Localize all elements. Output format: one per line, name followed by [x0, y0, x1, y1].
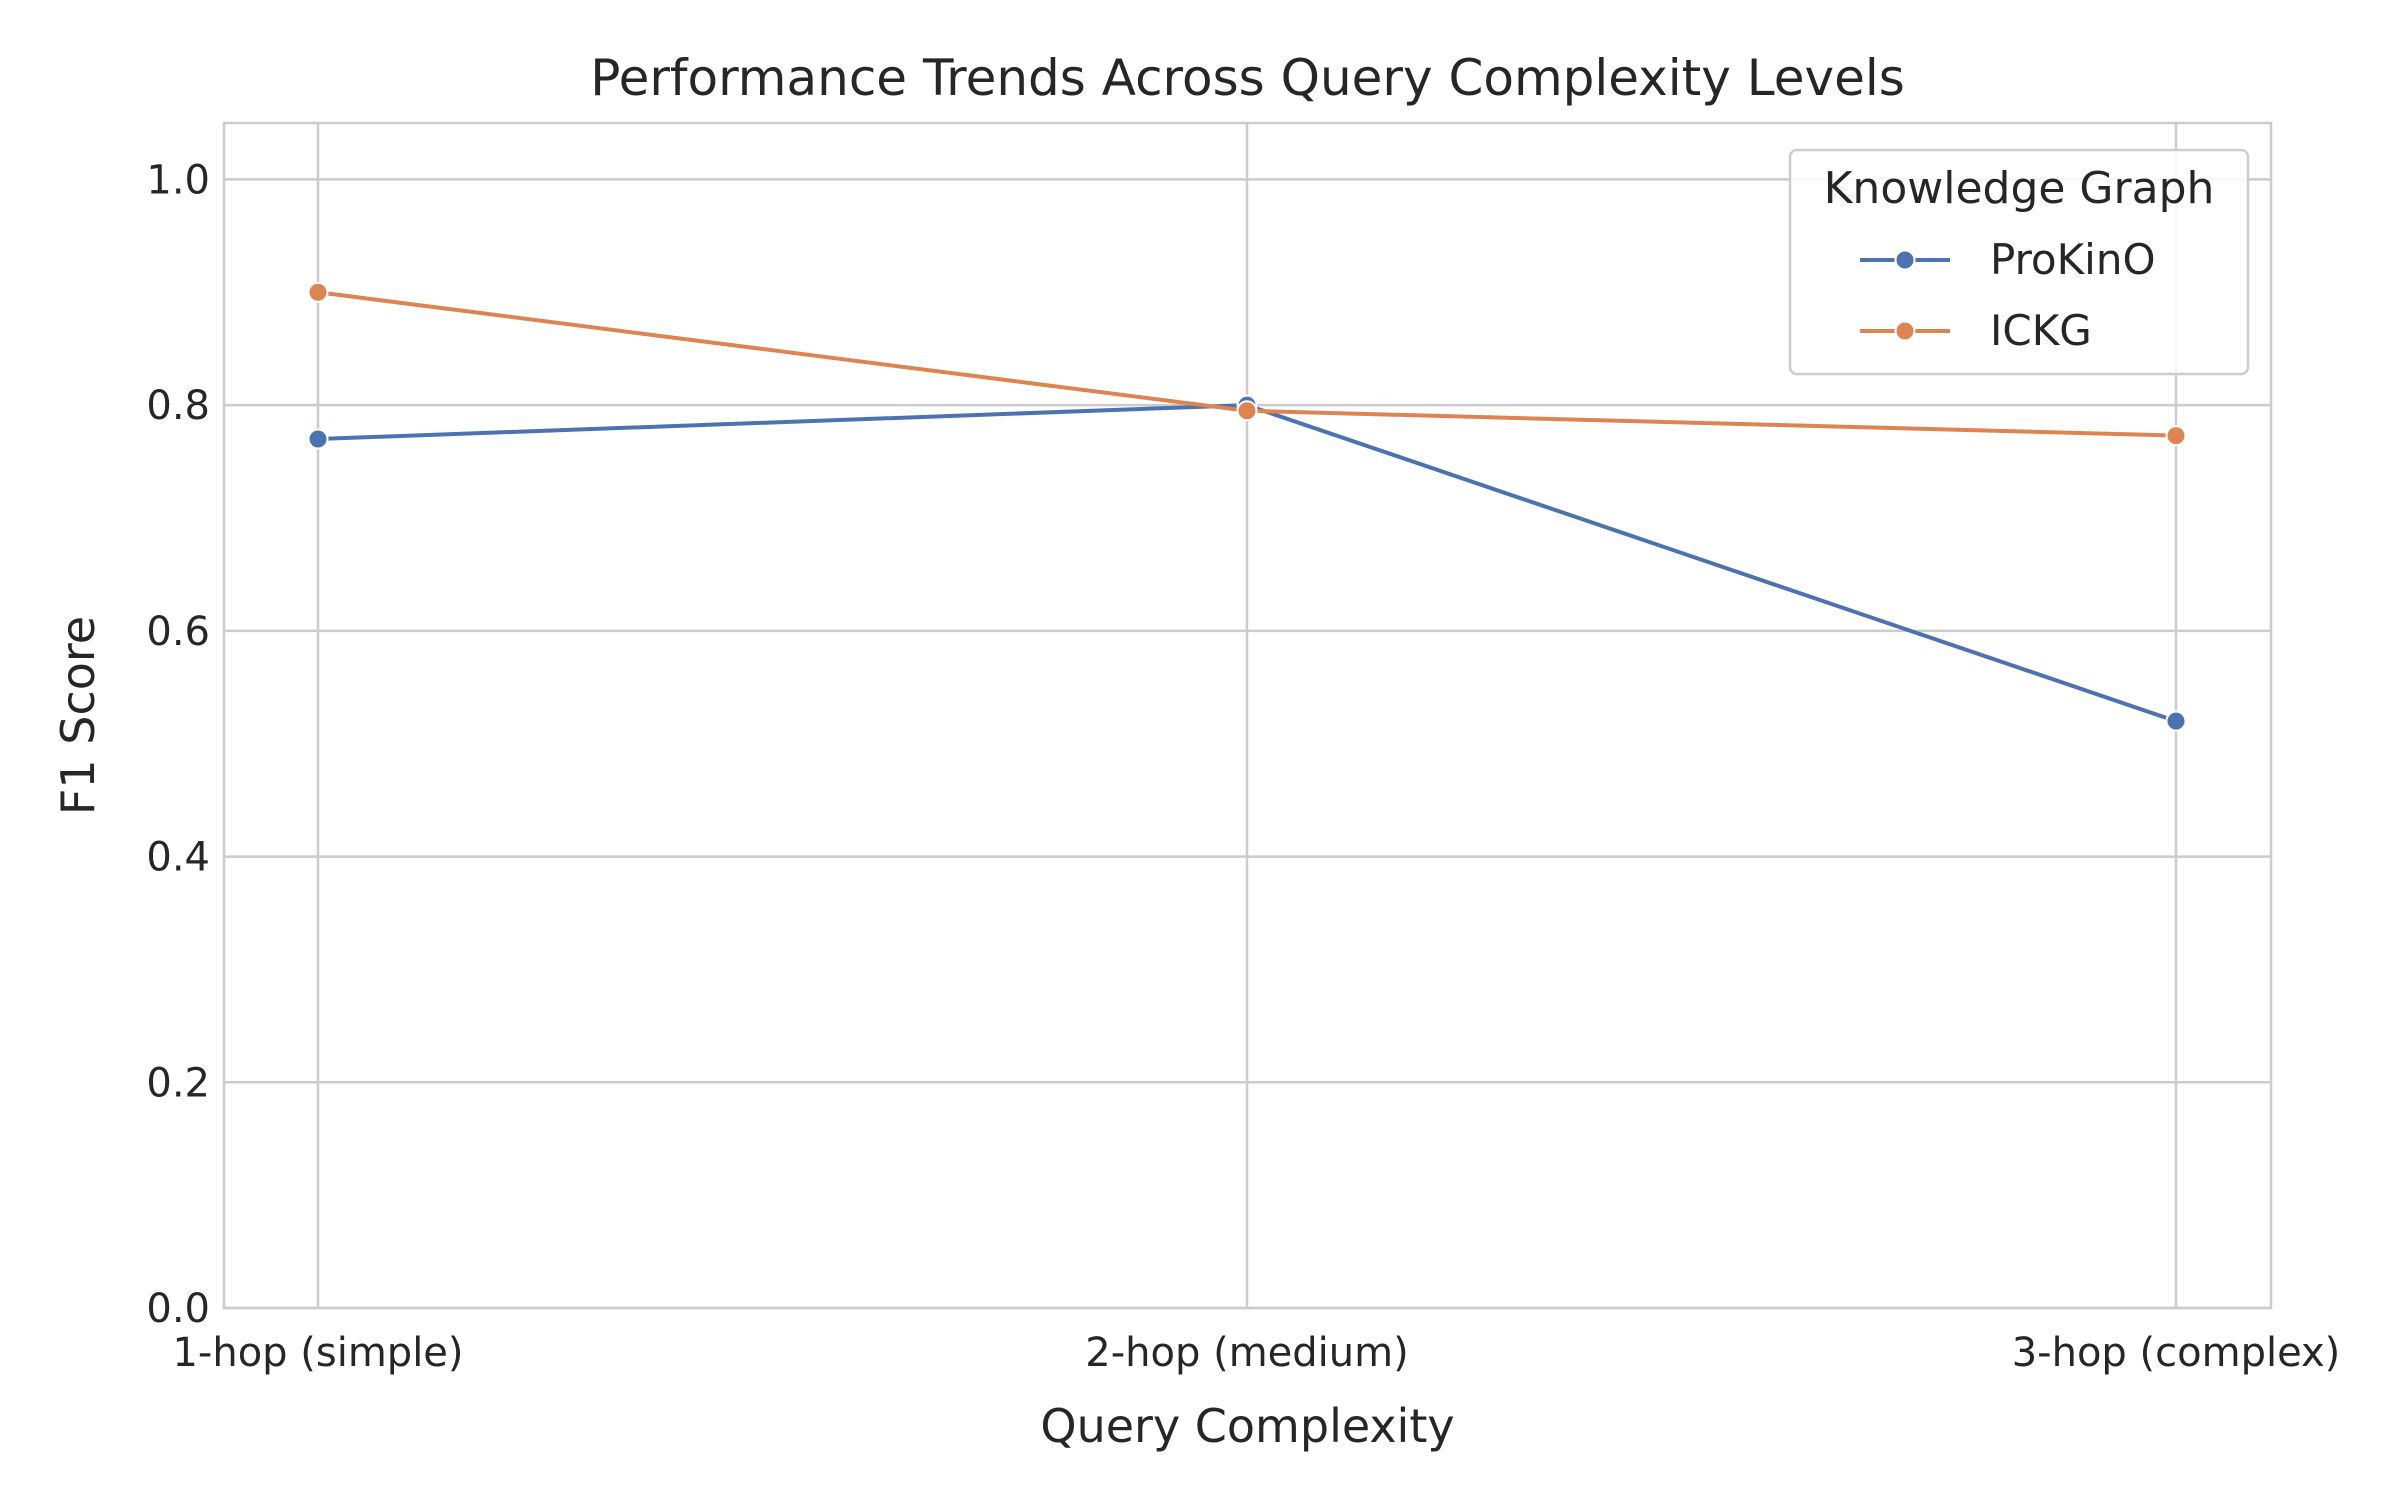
data-point	[2165, 425, 2187, 447]
y-tick-label: 0.0	[146, 1286, 210, 1332]
y-tick-label: 1.0	[146, 157, 210, 203]
series-ickg	[307, 281, 2187, 447]
data-point	[1236, 400, 1258, 422]
x-axis-ticks: 1-hop (simple) 2-hop (medium) 3-hop (compl…	[172, 1330, 2340, 1376]
legend-box	[1788, 148, 2250, 376]
x-tick-label: 2-hop (medium)	[1085, 1330, 1408, 1376]
legend-items: ProKinO ICKG	[1860, 235, 2156, 355]
plot-area-frame	[222, 121, 2273, 1310]
legend-title: Knowledge Graph	[1824, 163, 2215, 214]
y-axis-ticks: 0.0 0.2 0.4 0.6 0.8 1.0	[146, 157, 210, 1332]
legend: Knowledge Graph ProKinO ICKG	[1788, 148, 2250, 376]
series-lines	[307, 281, 2187, 732]
x-tick-label: 1-hop (simple)	[172, 1330, 463, 1376]
data-point	[307, 428, 329, 450]
legend-item-ickg: ICKG	[1860, 306, 2092, 355]
x-axis-label: Query Complexity	[1040, 1399, 1454, 1453]
chart-title: Performance Trends Across Query Complexi…	[590, 49, 1905, 107]
legend-label: ICKG	[1990, 306, 2092, 355]
legend-marker	[1894, 249, 1916, 271]
data-point	[2165, 710, 2187, 732]
data-point	[307, 281, 329, 303]
y-tick-label: 0.2	[146, 1060, 210, 1106]
legend-marker	[1894, 320, 1916, 342]
y-tick-label: 0.4	[146, 835, 210, 881]
legend-label: ProKinO	[1990, 235, 2156, 284]
y-axis-label: F1 Score	[51, 616, 105, 815]
x-tick-label: 3-hop (complex)	[2012, 1330, 2341, 1376]
y-tick-label: 0.8	[146, 383, 210, 429]
y-tick-label: 0.6	[146, 609, 210, 655]
legend-item-prokino: ProKinO	[1860, 235, 2156, 284]
